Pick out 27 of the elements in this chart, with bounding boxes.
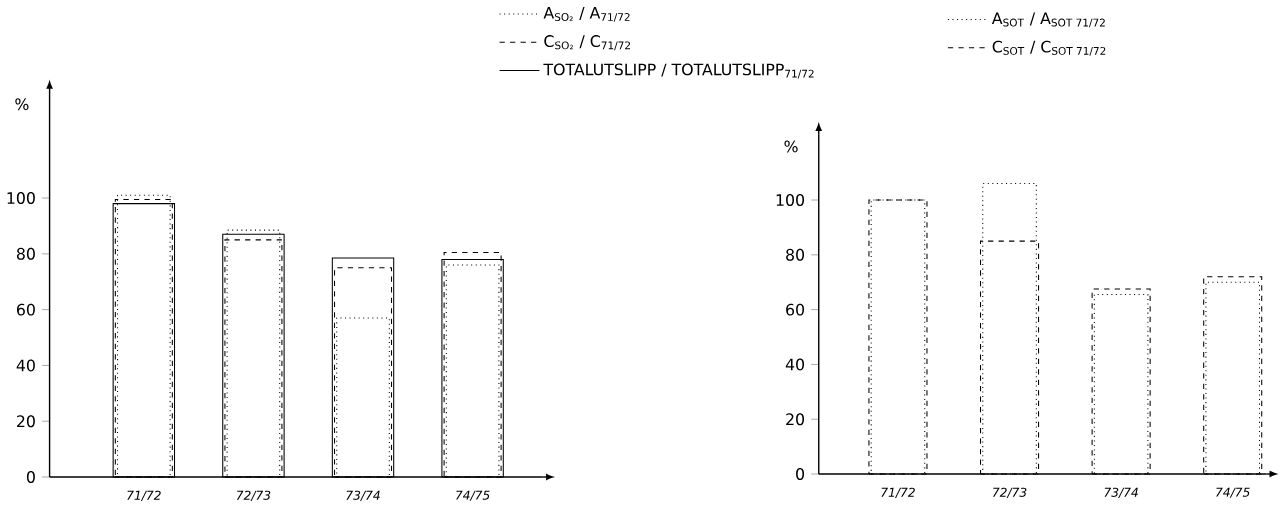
y-tick-label: 80 bbox=[786, 248, 805, 261]
y-tick-label: 60 bbox=[786, 303, 805, 316]
legend-label: A$_{SOT}$ / A$_{SOT 71/72}$ bbox=[991, 12, 1105, 28]
y-tick-label: 60 bbox=[16, 303, 35, 316]
legend-label: C$_{SOT}$ / C$_{SOT 71/72}$ bbox=[992, 40, 1106, 56]
y-tick-label: 0 bbox=[26, 471, 35, 484]
y-tick-label: 100 bbox=[776, 194, 805, 207]
x-tick-label: 71/72 bbox=[127, 490, 161, 502]
x-tick-label: 71/72 bbox=[881, 487, 915, 499]
y-tick-label: 100 bbox=[7, 192, 35, 205]
legend-label: A$_{SO₂}$ / A$_{71/72}$ bbox=[543, 7, 630, 22]
x-tick-label: 72/73 bbox=[236, 490, 271, 502]
x-tick-label: 74/75 bbox=[1216, 487, 1250, 498]
x-tick-label: 73/74 bbox=[1104, 487, 1138, 499]
y-tick-label: 0 bbox=[796, 468, 805, 481]
legend-label: C$_{SO₂}$ / C$_{71/72}$ bbox=[544, 35, 630, 51]
y-tick-label: 40 bbox=[16, 359, 35, 372]
y-tick-label: 20 bbox=[786, 413, 805, 426]
x-tick-label: 73/74 bbox=[346, 490, 380, 502]
y-axis-title: % bbox=[15, 98, 29, 111]
x-tick-label: 72/73 bbox=[993, 487, 1027, 499]
y-tick-label: 80 bbox=[16, 248, 35, 260]
x-tick-label: 74/75 bbox=[456, 490, 490, 501]
legend-label: TOTALUTSLIPP / TOTALUTSLIPP$_{71/72}$ bbox=[543, 63, 814, 79]
y-axis-title: % bbox=[784, 140, 798, 153]
y-tick-label: 20 bbox=[17, 415, 35, 428]
y-tick-label: 40 bbox=[785, 358, 805, 371]
